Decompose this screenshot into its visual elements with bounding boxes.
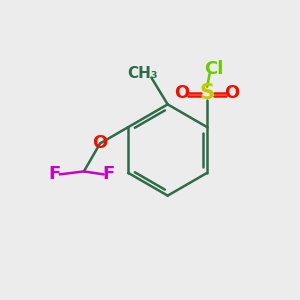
Text: S: S	[200, 83, 215, 103]
Text: O: O	[225, 84, 240, 102]
Text: O: O	[175, 84, 190, 102]
Text: Cl: Cl	[204, 60, 224, 78]
Text: F: F	[48, 165, 61, 183]
Text: F: F	[103, 165, 115, 183]
Text: CH₃: CH₃	[127, 66, 158, 81]
Text: O: O	[92, 134, 108, 152]
